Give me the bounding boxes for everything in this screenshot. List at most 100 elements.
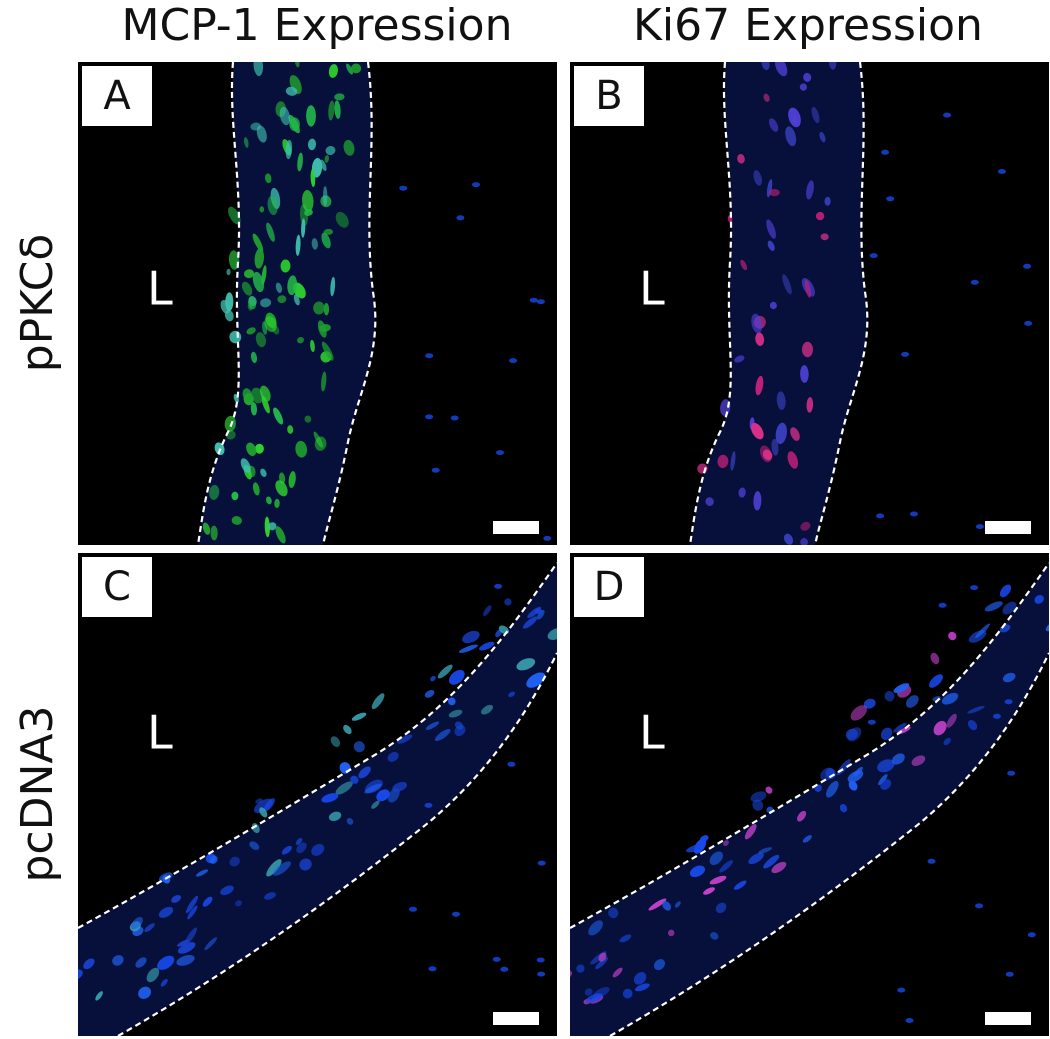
cell (254, 248, 264, 269)
cell (209, 484, 220, 500)
cell (820, 233, 829, 241)
cell (343, 724, 352, 735)
cell (330, 736, 341, 747)
cell (299, 858, 312, 871)
cell (195, 869, 209, 877)
cell (975, 524, 984, 530)
cell (1004, 699, 1013, 705)
cell (968, 719, 978, 731)
cell (295, 837, 303, 845)
cell (323, 303, 330, 316)
cell (437, 664, 453, 679)
cell (825, 768, 836, 780)
cell (185, 895, 199, 914)
cell (543, 535, 552, 541)
cell (828, 62, 837, 70)
cell (259, 807, 268, 818)
cell (948, 631, 957, 641)
cell (83, 958, 95, 970)
cell (850, 705, 867, 721)
cell (943, 112, 952, 118)
cell (878, 774, 888, 786)
cell (304, 415, 312, 423)
cell (321, 793, 339, 803)
cell (328, 100, 335, 121)
cell (343, 139, 355, 156)
cell (243, 137, 249, 148)
cell (905, 695, 919, 708)
cell (787, 451, 799, 469)
cell (480, 704, 494, 715)
cell (224, 309, 234, 322)
cell (496, 450, 504, 456)
cell (586, 993, 603, 1003)
cell (719, 860, 733, 873)
cell (800, 365, 809, 383)
cell (536, 957, 545, 963)
cell (209, 855, 218, 864)
cell (522, 616, 538, 629)
cell (472, 182, 480, 188)
cell (880, 779, 892, 790)
cell (275, 480, 288, 497)
cell (335, 781, 353, 795)
cell (619, 934, 632, 943)
cell (674, 901, 681, 908)
cell (927, 858, 936, 864)
cell (448, 669, 465, 685)
cell (815, 211, 825, 221)
cell (260, 468, 267, 477)
cell (328, 811, 342, 822)
cell (231, 516, 242, 525)
cell (801, 341, 814, 358)
cell (462, 630, 480, 644)
cell (766, 219, 776, 239)
cell (1002, 672, 1016, 683)
cell (131, 917, 143, 930)
cell (273, 861, 291, 876)
lumen-label: L (147, 262, 173, 316)
cell (755, 332, 765, 346)
cell (800, 521, 811, 531)
cell (112, 955, 124, 966)
cell (447, 697, 456, 706)
cell (771, 438, 779, 456)
cell (187, 905, 198, 920)
scale-bar (985, 1012, 1031, 1025)
cell (783, 533, 794, 545)
cell (709, 851, 724, 866)
cell (252, 271, 265, 293)
cell (715, 902, 727, 914)
cell (763, 93, 770, 102)
cell (254, 798, 273, 814)
cell (891, 753, 905, 765)
cell (275, 282, 283, 293)
cell (397, 734, 413, 744)
image-panel: BL (570, 62, 1049, 545)
cell (516, 658, 536, 671)
cell (240, 458, 251, 473)
cell (285, 86, 298, 96)
cell (226, 268, 231, 276)
cell (334, 100, 341, 119)
cell (252, 233, 264, 252)
cell (819, 131, 826, 143)
cell (509, 358, 518, 364)
cell (295, 234, 301, 256)
cell (241, 281, 253, 296)
boundary-line (570, 562, 1049, 929)
cell (231, 491, 239, 501)
cell (1007, 770, 1016, 776)
cell (293, 294, 300, 306)
cell (893, 722, 907, 733)
cell (252, 482, 260, 496)
cell (306, 105, 316, 127)
cell (346, 818, 354, 825)
cell (434, 729, 451, 741)
cell (273, 407, 284, 425)
panel-label: A (103, 73, 131, 119)
cell (886, 196, 895, 202)
cell (893, 683, 910, 694)
cell (880, 727, 893, 741)
